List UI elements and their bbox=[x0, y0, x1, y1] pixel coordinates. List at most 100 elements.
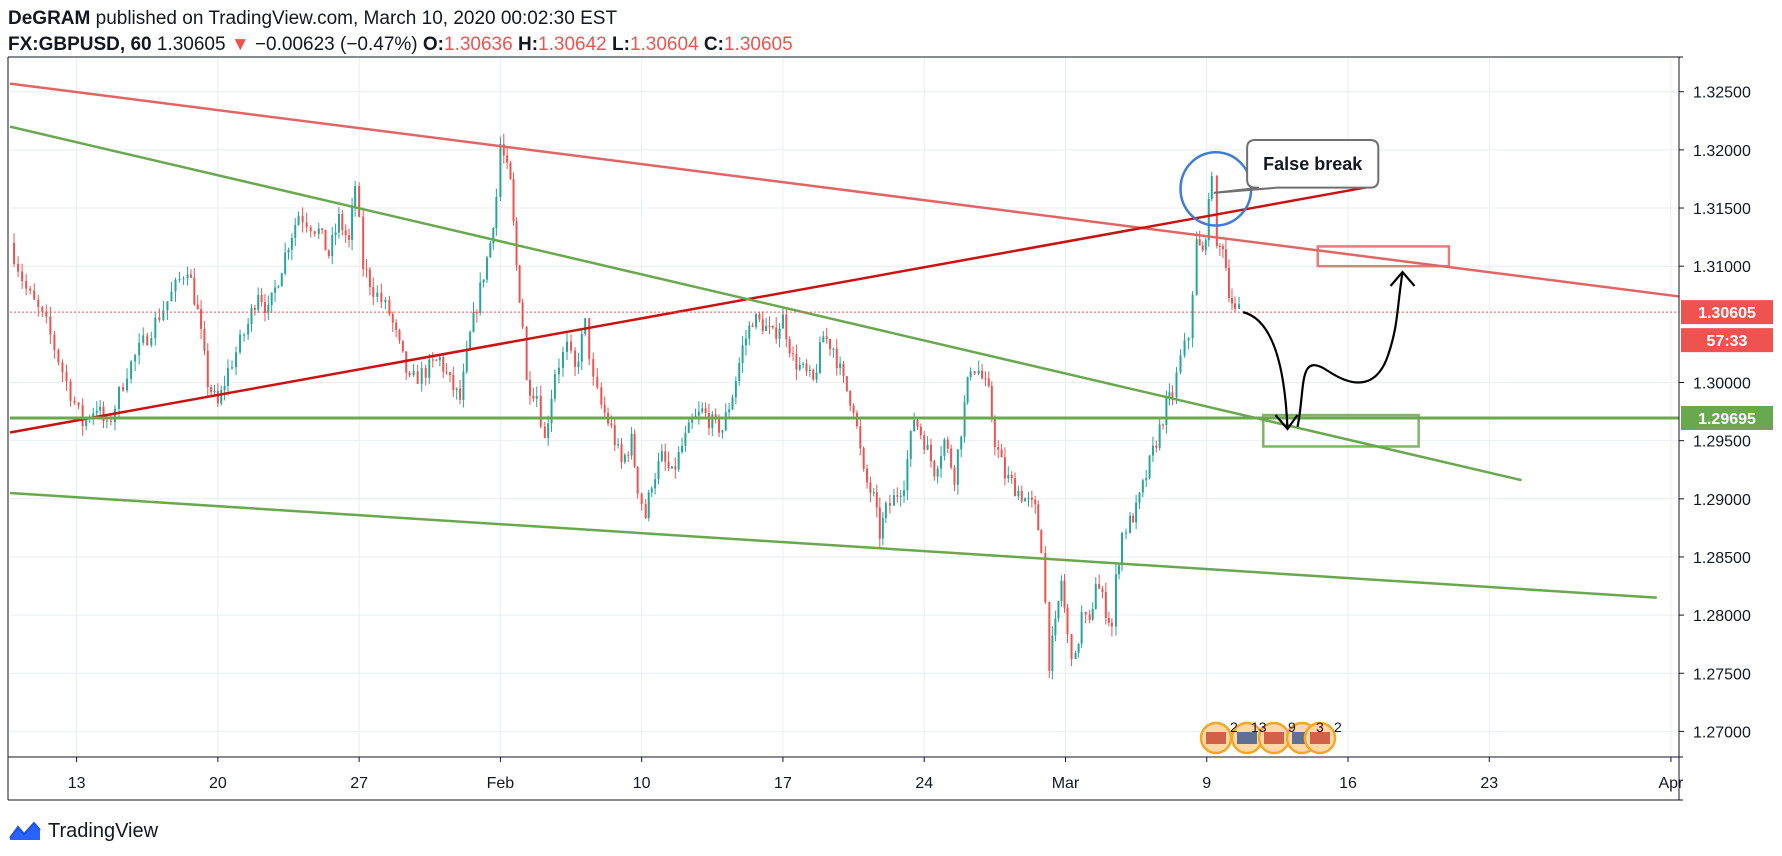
target-zone[interactable] bbox=[1316, 245, 1451, 268]
candle-body bbox=[707, 413, 710, 429]
tradingview-logo-icon[interactable] bbox=[8, 820, 42, 842]
candle-body bbox=[984, 378, 987, 380]
descending-line[interactable] bbox=[9, 125, 1522, 482]
projection-up-arrow[interactable] bbox=[1296, 271, 1404, 427]
candle-body bbox=[778, 328, 781, 339]
candle-body bbox=[1218, 246, 1221, 248]
candle-body bbox=[210, 387, 213, 393]
candle-body bbox=[718, 416, 721, 433]
candle-body bbox=[1204, 240, 1207, 251]
price-label-text: 1.29695 bbox=[1698, 411, 1756, 428]
candle-body bbox=[53, 334, 56, 350]
candle-body bbox=[223, 385, 226, 390]
candle-body bbox=[600, 387, 603, 405]
footer-brand[interactable]: TradingView bbox=[48, 819, 159, 842]
candle-body bbox=[888, 503, 891, 506]
candle-body bbox=[926, 444, 929, 450]
x-tick-label: 13 bbox=[68, 775, 86, 792]
close-label: C: bbox=[703, 34, 724, 55]
candle-body bbox=[235, 352, 238, 368]
candle-body bbox=[1051, 635, 1054, 671]
candle-body bbox=[603, 404, 606, 413]
candle-body bbox=[1003, 457, 1006, 479]
change-down-icon: ▼ bbox=[230, 34, 250, 55]
y-tick-label: 1.29500 bbox=[1693, 434, 1751, 451]
candle-body bbox=[146, 335, 149, 346]
resistance-line[interactable] bbox=[9, 82, 1680, 298]
x-tick-label: 17 bbox=[774, 775, 792, 792]
candle-body bbox=[438, 357, 441, 361]
rising-support-line[interactable] bbox=[9, 184, 1375, 434]
support-zone[interactable] bbox=[1262, 413, 1420, 448]
candle-body bbox=[130, 361, 133, 379]
candle-body bbox=[126, 378, 129, 391]
candle-body bbox=[189, 274, 192, 278]
candle-body bbox=[748, 325, 751, 339]
price-label-box bbox=[1681, 300, 1773, 325]
low-value: 1.30604 bbox=[629, 34, 699, 55]
candle-body bbox=[933, 461, 936, 477]
candle-body bbox=[738, 363, 741, 382]
candle-body bbox=[515, 221, 518, 266]
projection-down-arrow[interactable] bbox=[1242, 311, 1289, 430]
candle-body bbox=[277, 286, 280, 288]
candle-body bbox=[465, 349, 468, 372]
candle-body bbox=[878, 507, 881, 539]
candle-body bbox=[290, 238, 293, 250]
candle-body bbox=[158, 317, 161, 320]
candle-body bbox=[428, 359, 431, 378]
y-tick-label: 1.27000 bbox=[1693, 724, 1751, 741]
symbol-name[interactable]: FX:GBPUSD, 60 bbox=[8, 34, 152, 55]
economic-events[interactable]: 2 13 9 3 2 bbox=[1199, 719, 1342, 755]
lower-channel-line[interactable] bbox=[9, 491, 1657, 599]
candle-body bbox=[535, 395, 538, 399]
candle-body bbox=[95, 410, 98, 414]
candle-body bbox=[792, 353, 795, 355]
candle-body bbox=[654, 479, 657, 489]
candle-body bbox=[1148, 455, 1151, 479]
candle-body bbox=[445, 371, 448, 373]
candle-body bbox=[570, 341, 573, 351]
candle-body bbox=[539, 395, 542, 427]
candle-body bbox=[660, 451, 663, 462]
candle-body bbox=[788, 339, 791, 354]
candle-body bbox=[45, 311, 48, 317]
x-tick-label: 10 bbox=[633, 775, 651, 792]
candle-body bbox=[239, 334, 242, 353]
candle-body bbox=[321, 228, 324, 230]
candle-body bbox=[990, 385, 993, 420]
candle-body bbox=[1044, 553, 1047, 603]
candle-body bbox=[509, 162, 512, 180]
candle-body bbox=[1234, 303, 1237, 309]
candle-body bbox=[334, 232, 337, 236]
price-label-text: 1.30605 bbox=[1698, 305, 1756, 322]
candle-body bbox=[869, 482, 872, 493]
candle-body bbox=[940, 456, 943, 469]
candle-body bbox=[391, 313, 394, 323]
candle-body bbox=[529, 379, 532, 396]
callout-box[interactable] bbox=[1213, 138, 1380, 194]
candle-body bbox=[956, 449, 959, 485]
candle-body bbox=[818, 342, 821, 373]
candle-body bbox=[69, 381, 72, 401]
candle-body bbox=[543, 426, 546, 438]
candle-body bbox=[553, 374, 556, 399]
candle-body bbox=[1238, 304, 1241, 309]
candle-body bbox=[721, 430, 724, 433]
candle-body bbox=[1224, 249, 1227, 268]
candle-body bbox=[162, 310, 165, 320]
candle-body bbox=[1098, 584, 1101, 589]
candle-body bbox=[459, 388, 462, 400]
publisher-name[interactable]: DeGRAM bbox=[8, 8, 91, 29]
candle-body bbox=[354, 185, 357, 207]
candle-body bbox=[963, 402, 966, 437]
candle-body bbox=[1114, 574, 1117, 627]
projection-up-arrowhead bbox=[1389, 270, 1416, 287]
candle-body bbox=[884, 503, 887, 519]
candle-body bbox=[862, 448, 865, 469]
price-label-text: 57:33 bbox=[1707, 333, 1748, 350]
candle-body bbox=[448, 372, 451, 375]
candle-body bbox=[997, 447, 1000, 450]
candle-body bbox=[1066, 607, 1069, 635]
